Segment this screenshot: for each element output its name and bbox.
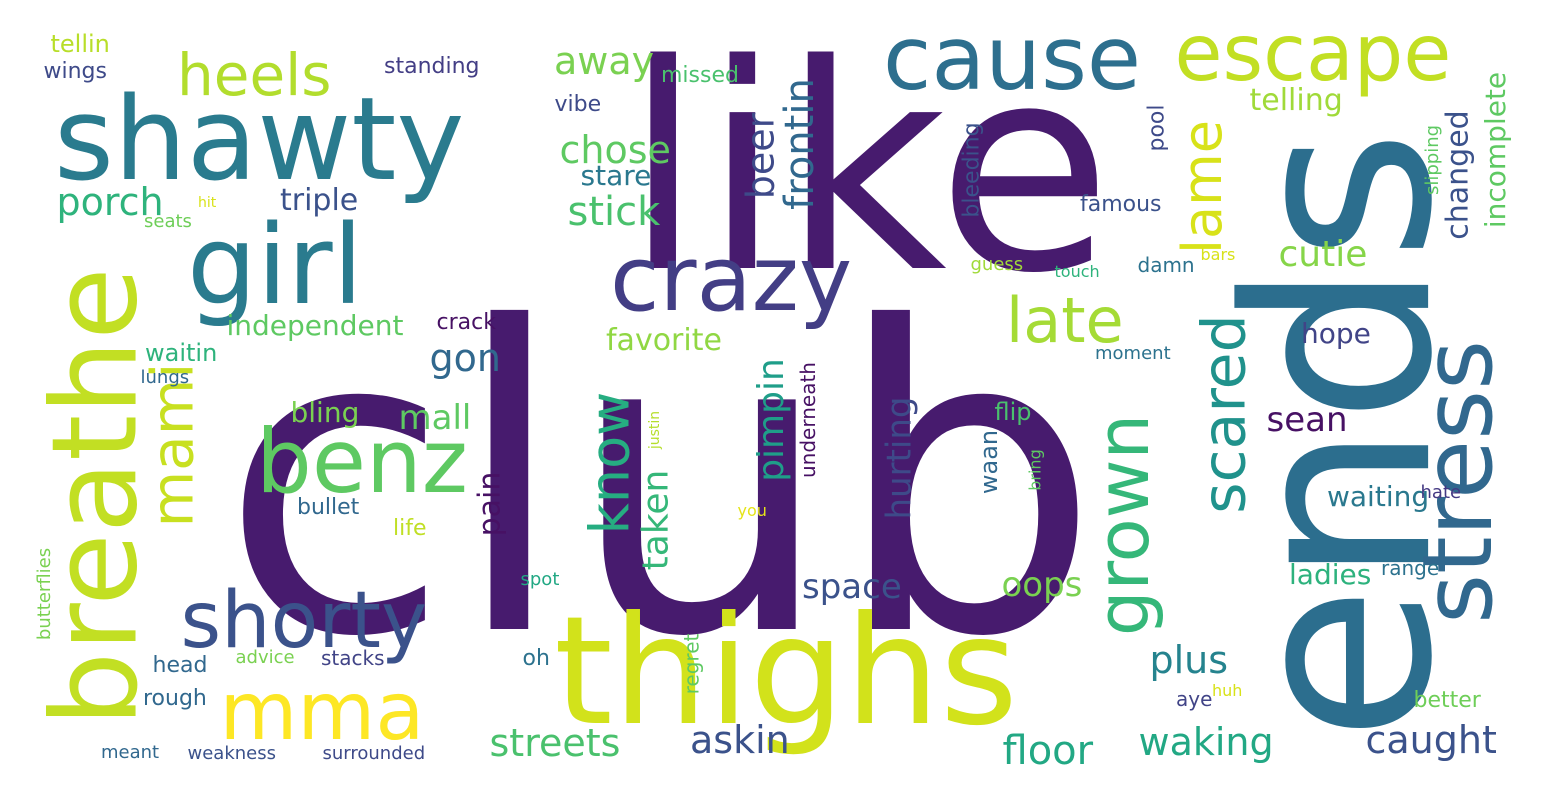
word-chose: chose bbox=[559, 128, 671, 172]
word-lame: lame bbox=[1170, 120, 1234, 254]
word-huh: huh bbox=[1212, 681, 1243, 700]
word-head: head bbox=[152, 653, 208, 678]
word-lungs: lungs bbox=[140, 367, 190, 388]
word-range: range bbox=[1381, 556, 1440, 580]
word-askin: askin bbox=[690, 718, 790, 762]
word-scared: scared bbox=[1189, 314, 1260, 514]
word-plus: plus bbox=[1149, 638, 1229, 682]
word-heels: heels bbox=[177, 41, 332, 109]
word-wings: wings bbox=[43, 59, 107, 84]
word-regret: regret bbox=[678, 633, 703, 695]
word-crack: crack bbox=[436, 310, 496, 335]
word-flip: flip bbox=[994, 398, 1032, 426]
word-better: better bbox=[1413, 688, 1481, 713]
word-pain: pain bbox=[471, 471, 507, 537]
word-vibe: vibe bbox=[554, 92, 602, 117]
word-benz: benz bbox=[256, 410, 468, 513]
word-bling: bling bbox=[290, 396, 360, 429]
word-thighs: thighs bbox=[554, 585, 1018, 759]
word-caught: caught bbox=[1365, 718, 1497, 762]
word-crazy: crazy bbox=[610, 227, 853, 332]
word-oh: oh bbox=[522, 646, 550, 671]
word-changed: changed bbox=[1440, 110, 1476, 240]
word-damn: damn bbox=[1137, 253, 1195, 277]
word-standing: standing bbox=[384, 54, 480, 79]
word-rough: rough bbox=[143, 686, 207, 711]
word-shawty: shawty bbox=[54, 72, 465, 207]
word-taken: taken bbox=[634, 469, 676, 571]
word-seats: seats bbox=[144, 211, 192, 232]
word-space: space bbox=[802, 567, 902, 607]
word-stare: stare bbox=[580, 159, 652, 192]
word-shorty: shorty bbox=[180, 576, 428, 666]
word-favorite: favorite bbox=[606, 323, 722, 358]
word-hate: hate bbox=[1420, 482, 1462, 503]
word-waiting: waiting bbox=[1327, 480, 1430, 513]
word-late: late bbox=[1006, 284, 1124, 357]
word-gon: gon bbox=[429, 336, 501, 380]
word-hurting: hurting bbox=[878, 396, 919, 520]
word-telling: telling bbox=[1249, 83, 1343, 118]
word-cutie: cutie bbox=[1278, 234, 1368, 275]
word-spot: spot bbox=[520, 569, 560, 590]
word-justin: justin bbox=[647, 410, 664, 450]
word-bring: bring bbox=[1025, 449, 1045, 491]
word-ladies: ladies bbox=[1289, 558, 1372, 591]
word-slipping: slipping bbox=[1422, 124, 1444, 196]
word-bars: bars bbox=[1200, 245, 1236, 264]
word-oops: oops bbox=[1001, 565, 1083, 605]
word-independent: independent bbox=[226, 309, 404, 342]
word-girl: girl bbox=[187, 201, 364, 329]
word-hope: hope bbox=[1301, 317, 1371, 350]
word-waan: waan bbox=[975, 429, 1004, 495]
word-bleeding: bleeding bbox=[959, 122, 985, 218]
word-hit: hit bbox=[198, 195, 217, 211]
word-grown: grown bbox=[1081, 413, 1166, 637]
word-incomplete: incomplete bbox=[1479, 71, 1513, 229]
word-streets: streets bbox=[489, 721, 621, 765]
word-sean: sean bbox=[1266, 400, 1348, 440]
word-tellin: tellin bbox=[50, 30, 110, 58]
word-floor: floor bbox=[1002, 728, 1094, 774]
word-moment: moment bbox=[1095, 343, 1171, 364]
word-you: you bbox=[737, 501, 767, 520]
word-meant: meant bbox=[101, 742, 160, 763]
word-cause: cause bbox=[883, 7, 1142, 110]
word-waitin: waitin bbox=[145, 339, 218, 367]
word-know: know bbox=[577, 391, 641, 535]
word-underneath: underneath bbox=[795, 362, 820, 478]
word-famous: famous bbox=[1080, 192, 1162, 217]
word-frontin: frontin bbox=[776, 78, 823, 210]
word-stacks: stacks bbox=[321, 646, 385, 670]
word-porch: porch bbox=[56, 180, 164, 224]
word-advice: advice bbox=[235, 647, 295, 668]
word-club: club bbox=[220, 240, 1101, 729]
word-stick: stick bbox=[567, 189, 661, 235]
word-surrounded: surrounded bbox=[322, 743, 426, 764]
word-waking: waking bbox=[1138, 720, 1274, 764]
word-bullet: bullet bbox=[297, 495, 360, 520]
word-touch: touch bbox=[1054, 262, 1100, 281]
word-life: life bbox=[393, 516, 427, 541]
word-aye: aye bbox=[1176, 687, 1213, 711]
word-breathe: breathe bbox=[25, 267, 164, 727]
word-away: away bbox=[554, 39, 655, 83]
word-beer: beer bbox=[737, 112, 782, 200]
word-like: like bbox=[623, 3, 1113, 336]
word-mall: mall bbox=[398, 398, 472, 438]
word-escape: escape bbox=[1174, 9, 1452, 99]
word-pimpin: pimpin bbox=[750, 358, 792, 482]
word-pool: pool bbox=[1144, 104, 1169, 152]
word-guess: guess bbox=[970, 254, 1024, 275]
word-weakness: weakness bbox=[187, 743, 277, 764]
word-missed: missed bbox=[661, 63, 739, 88]
word-butterflies: butterflies bbox=[34, 547, 56, 641]
word-mma: mma bbox=[219, 665, 425, 758]
word-triple: triple bbox=[280, 183, 359, 218]
